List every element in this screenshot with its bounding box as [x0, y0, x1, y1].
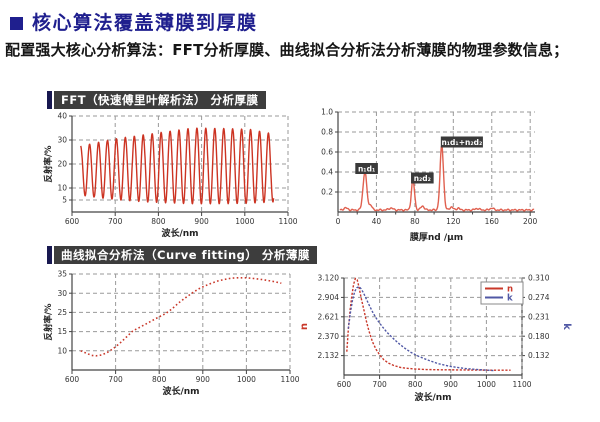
y-axis-label: 反射率/%: [43, 145, 54, 183]
x-tick-label: 700: [108, 375, 123, 384]
x-tick-label: 160: [485, 217, 500, 226]
y-tick-label: 35: [57, 270, 67, 279]
x-axis-label: 波长/nm: [161, 227, 198, 239]
y-tick-label: 0.2: [321, 188, 333, 197]
y-tick-label: 20: [57, 160, 67, 169]
section-header-curve-fitting: 曲线拟合分析法（Curve fitting） 分析薄膜: [47, 246, 317, 264]
x-tick-label: 600: [65, 217, 80, 226]
x-tick-label: 200: [523, 217, 538, 226]
y-tick-label-right: 0.180: [528, 332, 550, 341]
y-tick-label: 40: [57, 112, 67, 121]
annotation-label: n₂d₂: [414, 174, 431, 183]
x-tick-label: 1000: [477, 380, 496, 389]
y-tick-label-right: 0.132: [528, 351, 550, 360]
x-tick-label: 900: [444, 380, 459, 389]
chart-fft-thickness: 1.0 0.8 0.6 0.4 0.2 0 40 80 120 160 200 膜厚nd /μm n₁d…: [321, 108, 538, 243]
x-tick-label: 800: [152, 375, 167, 384]
x-tick-label: 40: [372, 217, 382, 226]
section-header-fft-label: FFT（快速傅里叶解析法） 分析厚膜: [54, 91, 266, 109]
section-header-curve-fitting-label: 曲线拟合分析法（Curve fitting） 分析薄膜: [54, 246, 317, 264]
x-tick-label: 700: [372, 380, 387, 389]
annotation-label: n₁d₁: [358, 164, 375, 173]
x-tick-label: 1100: [512, 380, 531, 389]
y-tick-label: 2.370: [318, 332, 340, 341]
x-axis-label: 波长/nm: [162, 385, 199, 397]
title-row: 核心算法覆盖薄膜到厚膜: [10, 8, 258, 35]
y-tick-label: 2.904: [318, 293, 340, 302]
series-fitted-reflectance: [80, 277, 282, 357]
y-axis-label-n: n: [299, 323, 310, 330]
y-tick-label: 2.621: [318, 312, 340, 321]
legend-label-k: k: [507, 294, 513, 304]
y-tick-label: 15: [57, 327, 67, 336]
y-tick-label-right: 0.274: [528, 293, 550, 302]
header-accent-bar: [47, 246, 52, 264]
x-tick-label: 0: [336, 217, 341, 226]
y-tick-label: 30: [57, 136, 67, 145]
y-axis-label: 反射率/%: [43, 303, 54, 341]
annotation-label: n₁d₁+n₂d₂: [441, 138, 482, 147]
y-tick-label: 10: [57, 346, 67, 355]
x-tick-label: 700: [108, 217, 123, 226]
x-tick-label: 120: [446, 217, 461, 226]
intro-text: 配置强大核心分析算法：FFT分析厚膜、曲线拟合分析法分析薄膜的物理参数信息；: [5, 41, 569, 59]
legend-box: [480, 281, 524, 305]
page-title: 核心算法覆盖薄膜到厚膜: [32, 12, 258, 34]
series-fft-amplitude: [339, 144, 535, 212]
y-tick-label: 3.120: [318, 274, 340, 283]
section-header-fft: FFT（快速傅里叶解析法） 分析厚膜: [47, 91, 266, 109]
chart-nk-dispersion: 3.120 2.904 2.621 2.370 2.132 0.310 0.274 0.231…: [299, 274, 572, 403]
annotation-box: [411, 172, 434, 184]
y-tick-label: 2.132: [318, 351, 340, 360]
title-bullet-icon: [10, 16, 23, 30]
y-tick-label: 0.6: [321, 148, 333, 157]
legend-label-n: n: [507, 285, 513, 295]
x-tick-label: 600: [337, 380, 352, 389]
x-axis-label: 波长/nm: [414, 391, 451, 403]
x-tick-label: 900: [196, 375, 211, 384]
x-tick-label: 1000: [237, 375, 256, 384]
x-tick-label: 900: [194, 217, 209, 226]
y-tick-label: 0.8: [321, 128, 333, 137]
annotation-box: [355, 163, 378, 174]
annotation-box: [440, 136, 483, 148]
y-tick-label: 30: [57, 289, 67, 298]
series-reflectance-fringes: [79, 127, 275, 205]
chart-curve-fit: 35 30 25 15 10 600 700 800 900 1000 1100 波长/nm 反射率/%: [43, 270, 300, 397]
y-tick-label: 25: [57, 308, 67, 317]
y-axis-label-k: k: [561, 323, 572, 330]
y-tick-label-right: 0.310: [528, 274, 550, 283]
y-tick-label: 1.0: [321, 108, 333, 117]
y-tick-label: 5: [62, 196, 67, 205]
series-n-index: [346, 277, 511, 371]
chart-fft-spectrum: 40 30 20 10 5 600 700 800 900 1000 1100 波长/nm 反射率/%: [43, 112, 298, 239]
x-tick-label: 1100: [278, 217, 297, 226]
x-tick-label: 800: [408, 380, 423, 389]
x-axis-label: 膜厚nd /μm: [409, 231, 463, 243]
x-tick-label: 1100: [280, 375, 299, 384]
x-tick-label: 80: [410, 217, 420, 226]
series-k-extinction: [347, 285, 494, 372]
y-tick-label: 10: [57, 184, 67, 193]
x-tick-label: 1000: [235, 217, 254, 226]
header-accent-bar: [47, 91, 52, 109]
y-tick-label-right: 0.231: [528, 312, 550, 321]
y-tick-label: 0.4: [321, 168, 333, 177]
x-tick-label: 600: [65, 375, 80, 384]
x-tick-label: 800: [151, 217, 166, 226]
